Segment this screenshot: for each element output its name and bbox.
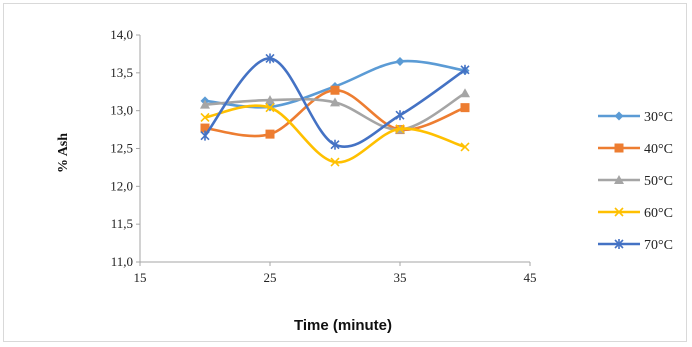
legend-marker xyxy=(614,175,624,184)
x-tick-label: 45 xyxy=(524,270,537,285)
data-point xyxy=(200,112,210,123)
legend-label: 60°C xyxy=(644,206,673,221)
legend: 30°C 40°C 50°C 60°C 70°C xyxy=(598,110,673,253)
data-point xyxy=(460,142,470,152)
data-point xyxy=(395,124,405,134)
x-tick-label: 25 xyxy=(264,270,277,285)
data-point xyxy=(200,130,210,141)
series-line xyxy=(203,57,466,148)
y-tick-label: 13,5 xyxy=(110,65,133,80)
legend-marker xyxy=(614,239,624,249)
legend-marker xyxy=(614,143,624,153)
marker-stroke xyxy=(200,112,210,123)
data-point xyxy=(330,139,340,150)
marker-stroke xyxy=(265,103,275,113)
data-point xyxy=(200,123,210,133)
data-point xyxy=(200,99,210,109)
data-point xyxy=(460,88,470,98)
series-3 xyxy=(200,103,470,167)
series-2 xyxy=(200,88,470,134)
legend-item: 70°C xyxy=(598,238,673,253)
legend-marker xyxy=(614,111,624,121)
marker-stroke xyxy=(395,124,405,134)
data-point xyxy=(265,95,275,105)
y-tick-label: 11,0 xyxy=(111,254,133,269)
data-point xyxy=(460,103,470,113)
legend-label: 70°C xyxy=(644,238,673,253)
legend-item: 30°C xyxy=(598,110,673,125)
y-tick-label: 13,0 xyxy=(110,103,133,118)
legend-label: 40°C xyxy=(644,142,673,157)
data-point xyxy=(395,110,405,121)
legend-item: 40°C xyxy=(598,142,673,157)
data-point xyxy=(330,97,340,107)
axes: 11,0 11,5 12,0 12,5 13,0 13,5 14,0 15 25 35 45 xyxy=(110,27,536,285)
y-tick-label: 12,5 xyxy=(110,141,133,156)
data-point xyxy=(330,157,340,167)
data-point xyxy=(265,103,275,113)
legend-item: 50°C xyxy=(598,174,673,189)
x-axis-title: Time (minute) xyxy=(294,317,392,334)
x-tick-label: 15 xyxy=(134,270,147,285)
marker-stroke xyxy=(460,142,470,152)
y-tick-label: 12,0 xyxy=(110,178,133,193)
series-lines xyxy=(200,53,470,167)
legend-marker xyxy=(614,207,624,217)
series-line xyxy=(204,104,466,164)
chart-frame xyxy=(3,3,687,342)
y-tick-label: 11,5 xyxy=(111,216,133,231)
data-point xyxy=(395,56,405,66)
marker-stroke xyxy=(330,157,340,167)
y-axis-title: % Ash xyxy=(56,133,71,173)
data-point xyxy=(265,53,275,64)
series-1 xyxy=(200,85,470,139)
legend-label: 50°C xyxy=(644,174,673,189)
y-tick-label: 14,0 xyxy=(110,27,133,42)
data-point xyxy=(460,64,470,75)
x-tick-label: 35 xyxy=(394,270,407,285)
marker-stroke xyxy=(614,207,624,217)
data-point xyxy=(265,129,275,139)
legend-label: 30°C xyxy=(644,110,673,125)
series-4 xyxy=(200,53,470,150)
legend-item: 60°C xyxy=(598,206,673,221)
data-point xyxy=(330,85,340,95)
